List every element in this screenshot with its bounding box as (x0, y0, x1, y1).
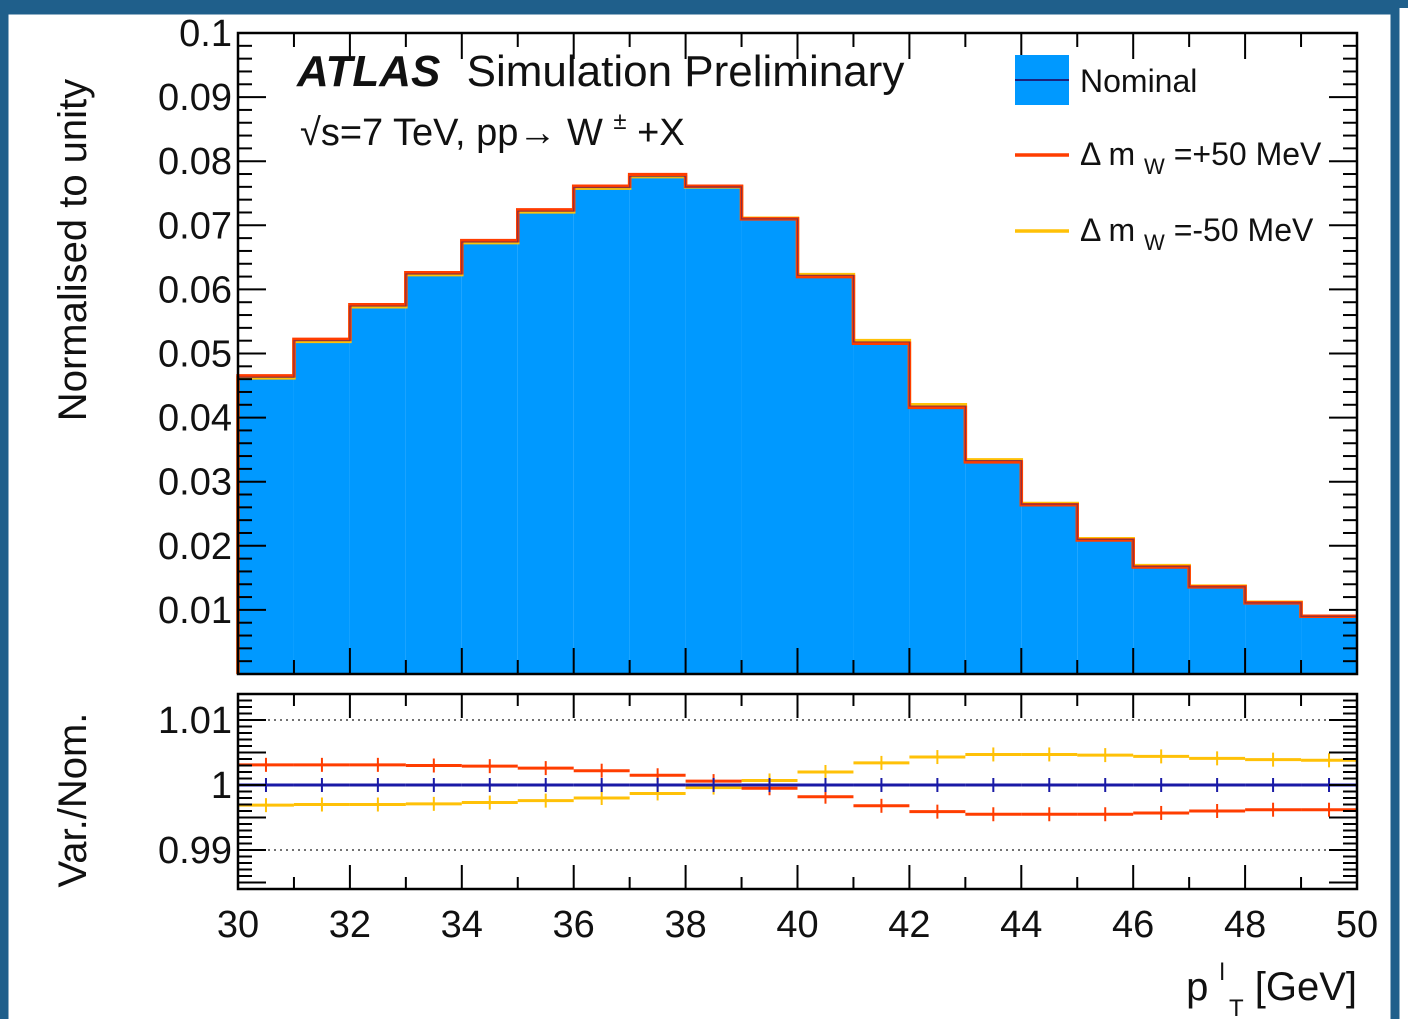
legend-minus50-part3: =-50 MeV (1174, 212, 1314, 248)
series-line-nominal (237, 175, 1357, 674)
nominal-fill-group (238, 176, 1357, 675)
legend-label-minus50: Δ m W =-50 MeV (1080, 212, 1314, 257)
ratio-ticks-group (237, 693, 1358, 889)
histogram-bar (1021, 504, 1078, 674)
process-text-1: √s=7 TeV, pp→ W (300, 112, 603, 154)
main-panel: 0.010.020.030.040.050.060.070.080.090.1 … (51, 13, 1359, 676)
x-axis-title-sup: l (1219, 959, 1224, 986)
atlas-label-rest: Simulation Preliminary (467, 47, 905, 96)
x-tick-label: 36 (553, 904, 595, 946)
y-tick-label: 0.08 (158, 141, 232, 183)
ratio-y-tick-label: 1.01 (158, 700, 232, 742)
histogram-bar (853, 341, 910, 674)
histogram-bar (573, 187, 630, 674)
legend-plus50-sub: W (1144, 154, 1165, 179)
y-tick-label: 0.06 (158, 269, 232, 311)
x-axis-title-sub: T (1229, 995, 1244, 1022)
histogram-bar (1189, 586, 1246, 674)
main-y-tick-labels: 0.01 0.02 0.03 0.04 0.05 0.06 0.07 0.08 0.09 0.1 (158, 13, 232, 632)
histogram-bar (629, 176, 686, 675)
y-tick-label: 0.1 (179, 13, 232, 55)
histogram-bar (1077, 539, 1134, 674)
ratio-series-group (238, 747, 1357, 822)
frame-outline (0, 5, 1400, 1019)
y-tick-label: 0.09 (158, 77, 232, 119)
histogram-bar (909, 406, 966, 674)
x-tick-label: 50 (1336, 904, 1378, 946)
x-tick-label: 42 (888, 904, 930, 946)
legend-minus50-part1: Δ m (1080, 212, 1135, 248)
y-tick-label: 0.03 (158, 462, 232, 504)
ratio-y-tick-labels: 0.99 1 1.01 (158, 700, 232, 872)
energy-process-label: √s=7 TeV, pp→ W ± +X (300, 96, 685, 154)
x-axis-title-base: p (1186, 965, 1208, 1009)
x-tick-label: 32 (329, 904, 371, 946)
histogram-bar (741, 218, 798, 674)
y-tick-label: 0.07 (158, 205, 232, 247)
histogram-bar (965, 460, 1022, 674)
legend-label-nominal: Nominal (1080, 63, 1197, 99)
ratio-y-tick-label: 0.99 (158, 830, 232, 872)
series-lines-group (236, 172, 1357, 674)
frame-top-band (0, 0, 1408, 8)
histogram-bar (1133, 566, 1190, 674)
x-axis-title: p l T [GeV] (1186, 945, 1357, 1023)
y-tick-label: 0.05 (158, 334, 232, 376)
histogram-bar (293, 340, 350, 674)
histogram-bar (349, 306, 406, 674)
histogram-bar (238, 377, 294, 674)
legend-minus50-sub: W (1144, 230, 1165, 255)
histogram-bar (405, 274, 462, 674)
x-tick-label: 48 (1224, 904, 1266, 946)
histogram-bar (797, 275, 854, 674)
x-tick-label: 46 (1112, 904, 1154, 946)
histogram-bar (517, 211, 574, 674)
y-tick-label: 0.04 (158, 398, 232, 440)
main-ticks-group (237, 32, 1358, 675)
histogram-bar (1245, 602, 1302, 674)
legend-label-plus50: Δ m W =+50 MeV (1080, 136, 1322, 181)
atlas-label: ATLAS Simulation Preliminary (296, 47, 904, 96)
ratio-y-axis-title: Var./Nom. (51, 713, 95, 888)
legend: Nominal Δ m W =+50 MeV Δ m W =-50 MeV (1015, 55, 1322, 257)
x-tick-label: 38 (664, 904, 706, 946)
y-axis-title: Normalised to unity (51, 79, 95, 421)
process-text-3: +X (637, 112, 685, 154)
histogram-bar (1301, 616, 1357, 674)
histogram-bar (685, 186, 742, 674)
ratio-y-tick-label: 1 (211, 765, 232, 807)
x-tick-label: 44 (1000, 904, 1042, 946)
x-axis-title-unit: [GeV] (1255, 965, 1357, 1009)
process-text-pm: ± (613, 108, 626, 135)
y-tick-label: 0.02 (158, 526, 232, 568)
x-tick-labels: 30 32 34 36 38 40 42 44 46 48 50 (217, 904, 1378, 946)
y-tick-label: 0.01 (158, 590, 232, 632)
atlas-brand: ATLAS (296, 47, 440, 96)
legend-plus50-part3: =+50 MeV (1174, 136, 1322, 172)
legend-plus50-part1: Δ m (1080, 136, 1135, 172)
x-tick-label: 34 (441, 904, 483, 946)
histogram-bar (461, 241, 518, 674)
ratio-reference-lines (238, 719, 1357, 851)
ratio-panel: 0.99 1 1.01 30 32 34 36 38 40 42 44 46 48 50 Var./No… (51, 692, 1378, 1023)
x-tick-label: 40 (776, 904, 818, 946)
x-tick-label: 30 (217, 904, 259, 946)
